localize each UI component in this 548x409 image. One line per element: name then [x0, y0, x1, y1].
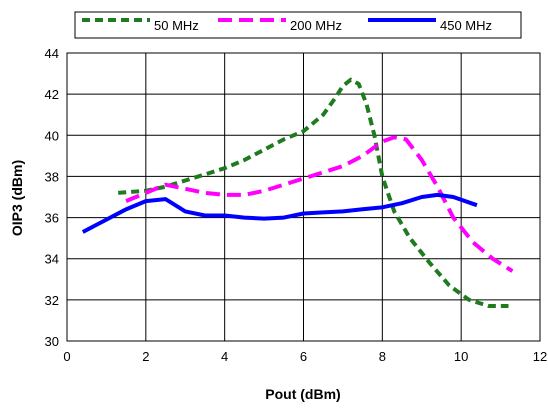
legend-label-50-mhz: 50 MHz — [154, 18, 199, 33]
series-lines — [81, 77, 514, 308]
legend-label-450-mhz: 450 MHz — [440, 18, 492, 33]
y-tick-label: 36 — [45, 211, 59, 226]
x-tick-labels: 0 2 4 6 8 10 12 — [63, 349, 547, 364]
legend: 50 MHz 200 MHz 450 MHz — [74, 11, 522, 39]
legend-label-200-mhz: 200 MHz — [290, 18, 342, 33]
x-tick-label: 12 — [533, 349, 547, 364]
y-tick-label: 32 — [45, 293, 59, 308]
y-tick-label: 30 — [45, 334, 59, 349]
x-tick-label: 4 — [221, 349, 228, 364]
x-tick-label: 0 — [63, 349, 70, 364]
legend-box — [74, 11, 522, 39]
series-50-mhz-line — [118, 77, 509, 308]
x-tick-label: 6 — [300, 349, 307, 364]
y-tick-label: 42 — [45, 87, 59, 102]
series-200-mhz-line — [125, 135, 514, 273]
plot-border — [66, 52, 541, 342]
y-tick-labels: 30 32 34 36 38 40 42 44 — [45, 46, 59, 349]
x-tick-label: 10 — [454, 349, 468, 364]
y-tick-label: 34 — [45, 252, 59, 267]
x-tick-label: 8 — [379, 349, 386, 364]
x-tick-label: 2 — [142, 349, 149, 364]
series-450-mhz-line — [81, 192, 478, 234]
y-tick-label: 38 — [45, 169, 59, 184]
y-tick-label: 44 — [45, 46, 59, 61]
y-tick-label: 40 — [45, 128, 59, 143]
x-axis-title: Pout (dBm) — [265, 386, 340, 402]
y-axis-title: OIP3 (dBm) — [9, 160, 25, 236]
grid — [66, 52, 541, 342]
